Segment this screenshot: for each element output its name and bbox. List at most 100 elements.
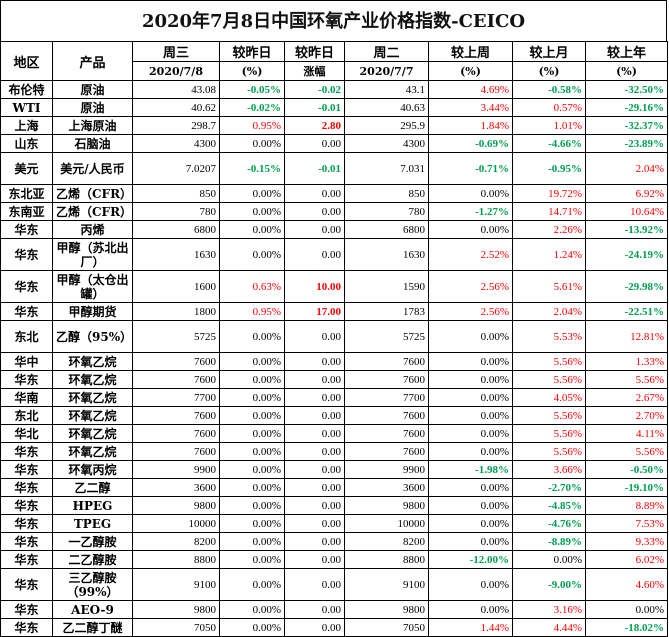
cell-tue-price: 3600: [344, 478, 429, 497]
cell-region: 华东: [0, 568, 53, 601]
cell-wed-price: 1600: [132, 270, 220, 303]
cell-chg-vs-yesterday: 0.00: [284, 406, 345, 425]
cell-tue-price: 7600: [344, 352, 429, 371]
cell-vs-last-month: 2.26%: [512, 220, 586, 239]
cell-vs-last-month: 1.01%: [512, 116, 586, 135]
cell-wed-price: 1630: [132, 238, 220, 271]
table-row: 东北 乙醇（95%） 5725 0.00% 0.00 5725 0.00% 5.53% 12.8…: [0, 320, 668, 353]
cell-vs-last-week: -0.69%: [428, 134, 513, 153]
cell-vs-last-year: 2.04%: [585, 152, 668, 185]
cell-vs-last-month: 3.16%: [512, 600, 586, 619]
cell-product: 甲醇期货: [52, 302, 133, 321]
cell-wed-price: 7600: [132, 442, 220, 461]
cell-vs-last-year: 10.64%: [585, 202, 668, 221]
cell-wed-price: 9100: [132, 568, 220, 601]
cell-chg-vs-yesterday: 0.00: [284, 388, 345, 407]
cell-region: 布伦特: [0, 80, 53, 99]
cell-tue-price: 7600: [344, 424, 429, 443]
cell-region: 华东: [0, 370, 53, 389]
cell-vs-last-year: -29.16%: [585, 98, 668, 117]
cell-chg-vs-yesterday: -0.02: [284, 80, 345, 99]
cell-wed-price: 850: [132, 184, 220, 203]
cell-pct-vs-yesterday: 0.00%: [219, 370, 285, 389]
cell-pct-vs-yesterday: 0.00%: [219, 478, 285, 497]
cell-product: 原油: [52, 80, 133, 99]
cell-pct-vs-yesterday: 0.95%: [219, 302, 285, 321]
cell-vs-last-month: 5.56%: [512, 442, 586, 461]
cell-product: 一乙醇胺: [52, 532, 133, 551]
cell-tue-price: 9800: [344, 496, 429, 515]
cell-product: 原油: [52, 98, 133, 117]
cell-wed-price: 9900: [132, 460, 220, 479]
cell-region: 东北: [0, 320, 53, 353]
table-row: 山东 石脑油 4300 0.00% 0.00 4300 -0.69% -4.66% -23.89…: [0, 134, 668, 153]
cell-product: 二乙醇胺: [52, 550, 133, 569]
cell-vs-last-week: 0.00%: [428, 514, 513, 533]
cell-product: 环氧乙烷: [52, 388, 133, 407]
cell-tue-price: 9800: [344, 600, 429, 619]
cell-chg-vs-yesterday: 0.00: [284, 568, 345, 601]
table-row: WTI 原油 40.62 -0.02% -0.01 40.63 3.44% 0.57% -29.…: [0, 98, 668, 117]
cell-region: 华东: [0, 514, 53, 533]
cell-product: 上海原油: [52, 116, 133, 135]
cell-wed-price: 5725: [132, 320, 220, 353]
cell-vs-last-week: -1.98%: [428, 460, 513, 479]
cell-vs-last-year: -23.89%: [585, 134, 668, 153]
table-row: 华东 丙烯 6800 0.00% 0.00 6800 0.00% 2.26% -13.92%: [0, 220, 668, 239]
cell-vs-last-week: 0.00%: [428, 320, 513, 353]
cell-chg-vs-yesterday: 0.00: [284, 460, 345, 479]
cell-vs-last-week: 0.00%: [428, 532, 513, 551]
cell-region: 华中: [0, 352, 53, 371]
cell-product: 乙二醇: [52, 478, 133, 497]
cell-wed-price: 3600: [132, 478, 220, 497]
cell-product: 乙烯（CFR）: [52, 184, 133, 203]
cell-wed-price: 1800: [132, 302, 220, 321]
cell-tue-price: 295.9: [344, 116, 429, 135]
table-row: 华东 甲醇期货 1800 0.95% 17.00 1783 2.56% 2.04% -22.51…: [0, 302, 668, 321]
cell-region: 华东: [0, 600, 53, 619]
cell-tue-price: 9900: [344, 460, 429, 479]
cell-tue-price: 10000: [344, 514, 429, 533]
cell-pct-vs-yesterday: 0.00%: [219, 320, 285, 353]
cell-vs-last-month: -4.66%: [512, 134, 586, 153]
cell-wed-price: 7600: [132, 406, 220, 425]
cell-vs-last-year: -29.98%: [585, 270, 668, 303]
cell-tue-price: 780: [344, 202, 429, 221]
cell-chg-vs-yesterday: 0.00: [284, 238, 345, 271]
cell-pct-vs-yesterday: 0.95%: [219, 116, 285, 135]
cell-product: 乙二醇丁醚: [52, 618, 133, 637]
cell-pct-vs-yesterday: -0.15%: [219, 152, 285, 185]
cell-vs-last-month: 5.61%: [512, 270, 586, 303]
cell-tue-price: 5725: [344, 320, 429, 353]
cell-chg-vs-yesterday: 0.00: [284, 424, 345, 443]
cell-vs-last-year: 0.00%: [585, 600, 668, 619]
cell-vs-last-week: 4.69%: [428, 80, 513, 99]
cell-tue-price: 40.63: [344, 98, 429, 117]
cell-vs-last-year: 4.60%: [585, 568, 668, 601]
cell-region: 华东: [0, 302, 53, 321]
cell-vs-last-month: 0.57%: [512, 98, 586, 117]
cell-vs-last-month: 1.24%: [512, 238, 586, 271]
cell-vs-last-week: 0.00%: [428, 600, 513, 619]
header-chg-unit: 涨幅: [284, 61, 345, 81]
cell-region: 华东: [0, 238, 53, 271]
cell-region: 华东: [0, 270, 53, 303]
cell-vs-last-week: 3.44%: [428, 98, 513, 117]
cell-wed-price: 6800: [132, 220, 220, 239]
cell-pct-vs-yesterday: 0.00%: [219, 406, 285, 425]
cell-pct-vs-yesterday: 0.00%: [219, 568, 285, 601]
cell-chg-vs-yesterday: 0.00: [284, 134, 345, 153]
cell-pct-vs-yesterday: 0.00%: [219, 238, 285, 271]
cell-product: 环氧乙烷: [52, 406, 133, 425]
header-wed-date: 2020/7/8: [132, 61, 220, 81]
cell-pct-vs-yesterday: 0.00%: [219, 550, 285, 569]
cell-vs-last-month: 14.71%: [512, 202, 586, 221]
table-row: 东北亚 乙烯（CFR） 850 0.00% 0.00 850 0.00% 19.72% 6.92…: [0, 184, 668, 203]
header-tue: 周二: [344, 41, 429, 62]
cell-vs-last-week: 2.56%: [428, 302, 513, 321]
cell-wed-price: 7600: [132, 352, 220, 371]
cell-vs-last-year: -13.92%: [585, 220, 668, 239]
cell-wed-price: 43.08: [132, 80, 220, 99]
table-row: 华东 TPEG 10000 0.00% 0.00 10000 0.00% -4.76% 7.53…: [0, 514, 668, 533]
cell-vs-last-year: -32.37%: [585, 116, 668, 135]
